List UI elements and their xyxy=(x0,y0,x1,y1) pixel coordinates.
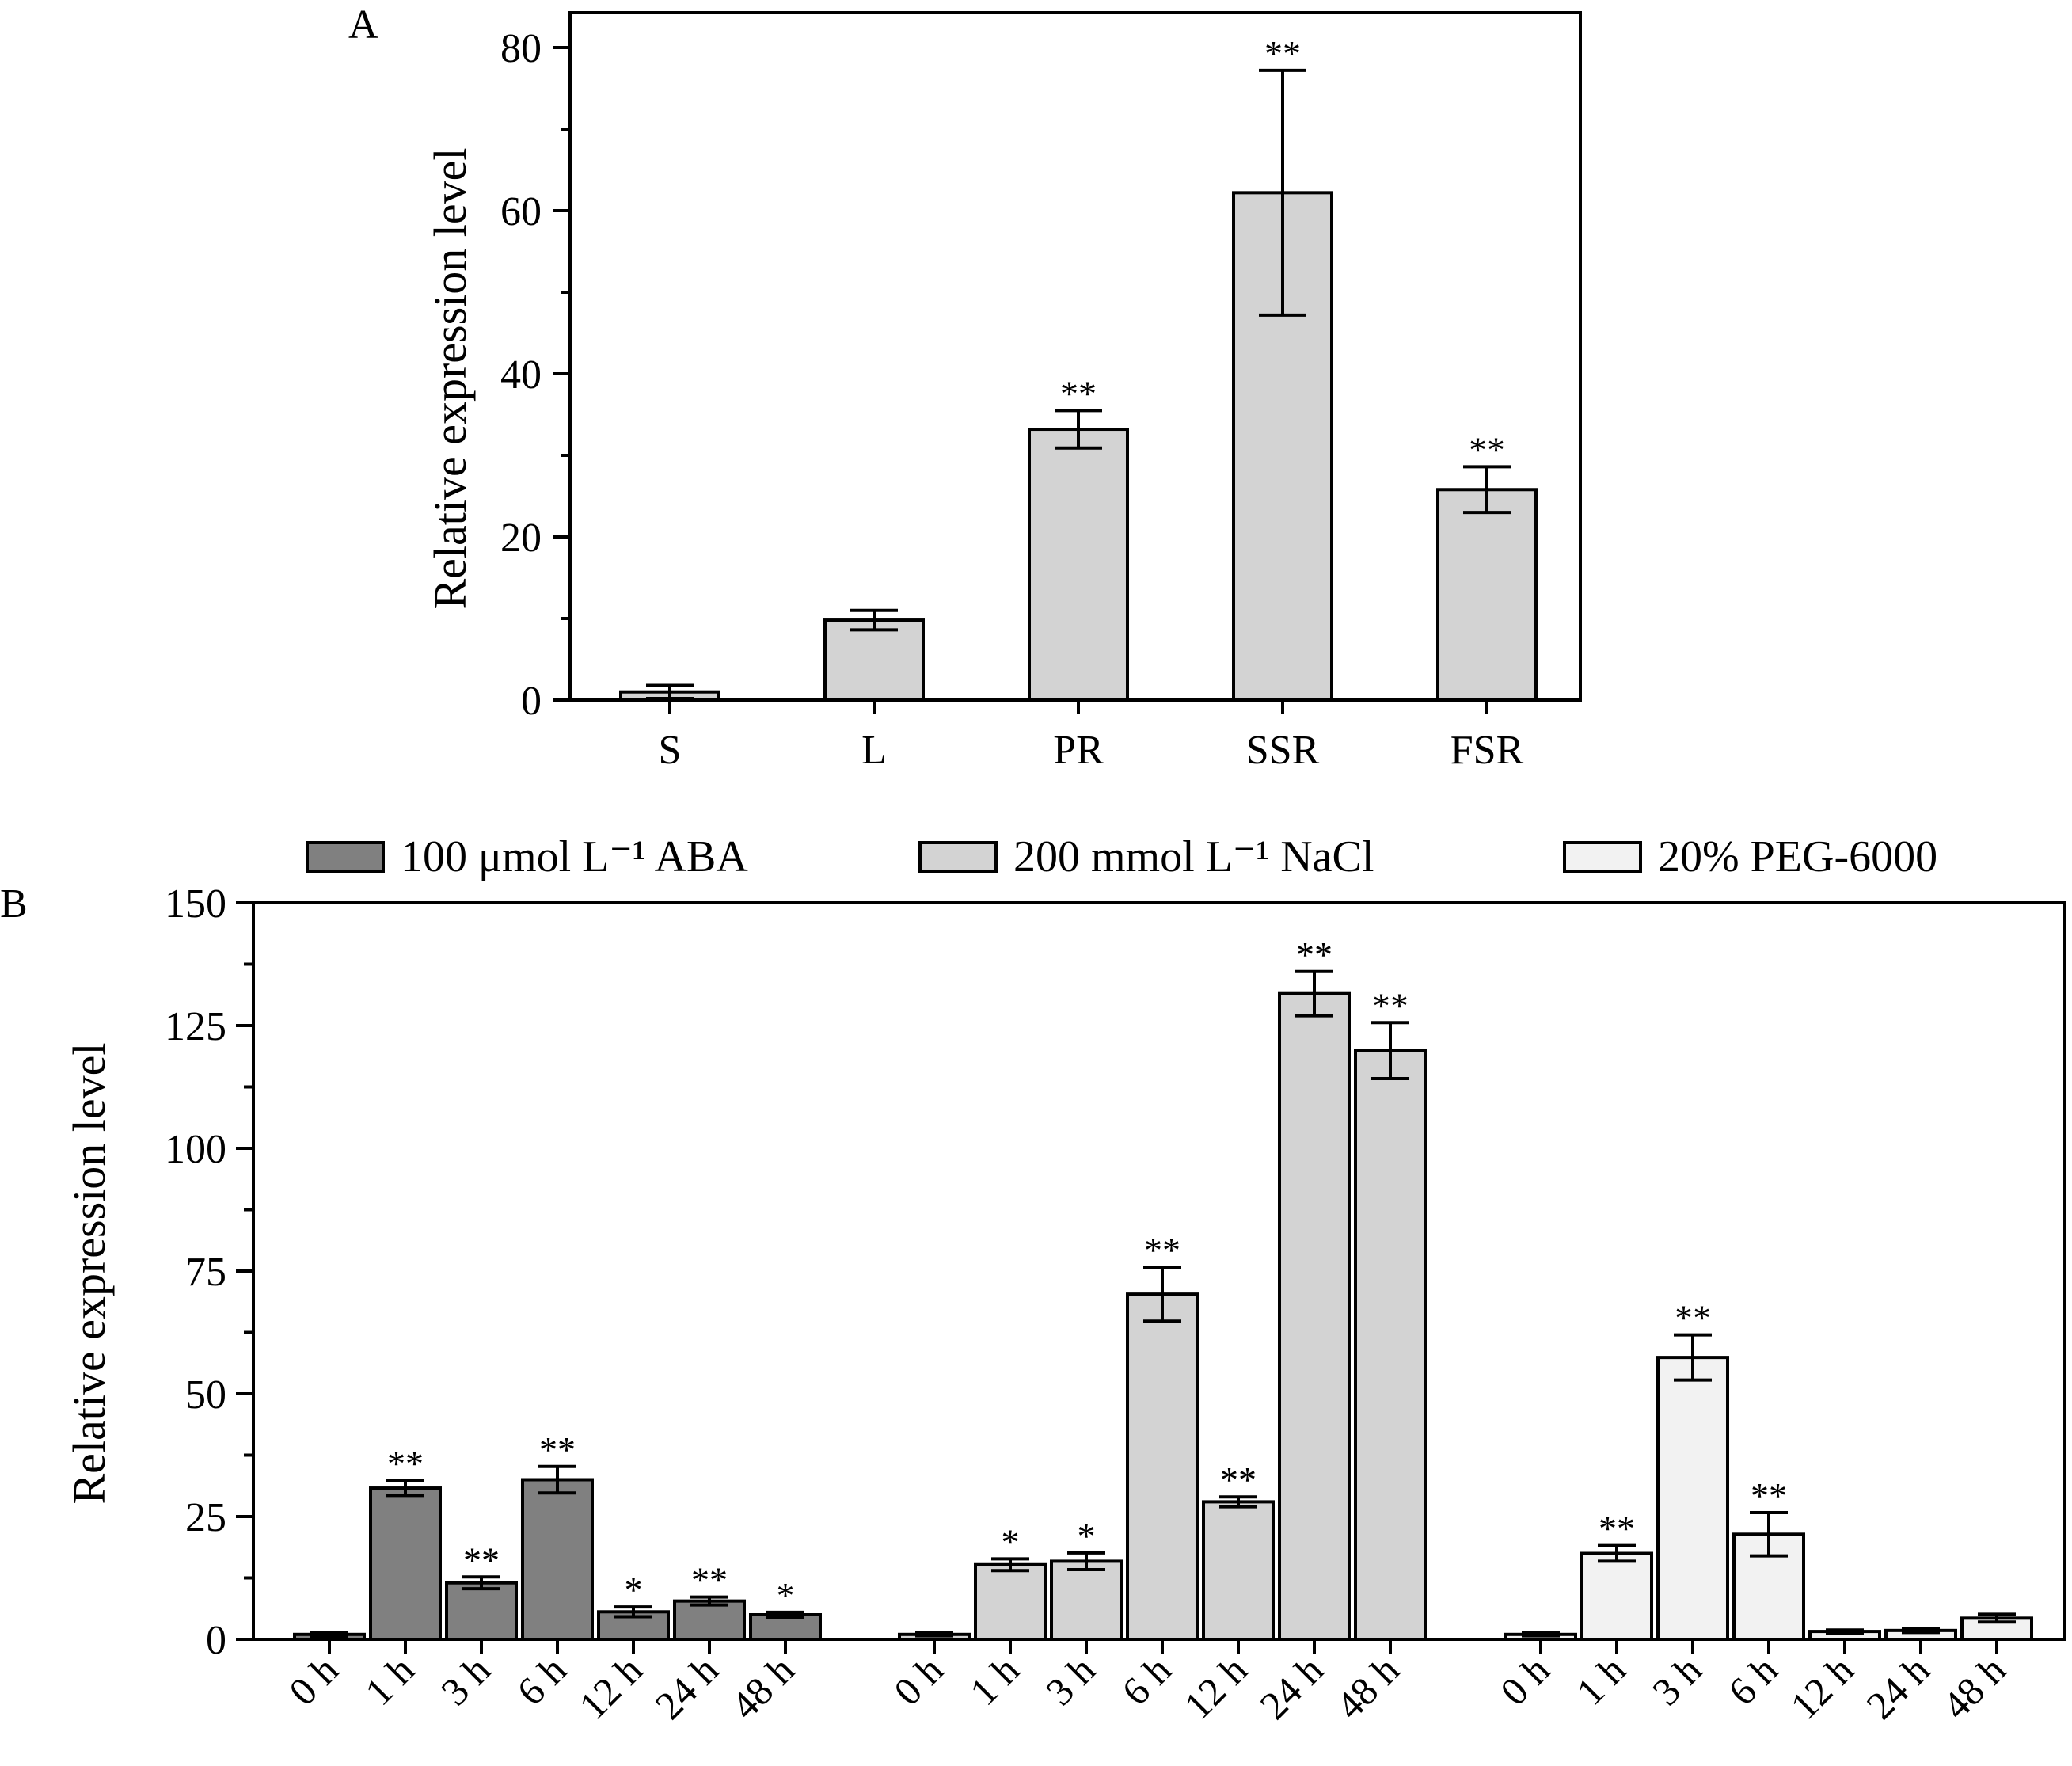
panel-b-x-tick-label: 48 h xyxy=(1933,1647,2013,1727)
panel-b-significance-label: ** xyxy=(1751,1475,1787,1516)
panel-a-y-tick-label: 40 xyxy=(500,352,542,398)
panel-a-x-axis: S L PR SSR FSR xyxy=(659,700,1524,773)
panel-b-significance-label: ** xyxy=(1675,1298,1711,1338)
panel-b-x-tick-label: 12 h xyxy=(1175,1647,1255,1727)
panel-b-bar xyxy=(673,1599,746,1642)
panel-b-significance-label: ** xyxy=(1144,1230,1180,1270)
panel-b-legend-swatch xyxy=(306,841,385,873)
panel-b-x-tick-label: 6 h xyxy=(1720,1647,1786,1714)
panel-b-legend-swatch xyxy=(1563,841,1642,873)
panel-b-significance-label: ** xyxy=(1296,934,1333,975)
panel-b-y-axis-title: Relative expression level xyxy=(63,1042,115,1504)
panel-b-y-tick-label: 125 xyxy=(165,1004,226,1049)
panel-b-bar xyxy=(1354,1049,1427,1641)
panel-b-x-tick-label: 3 h xyxy=(432,1647,499,1714)
panel-a-y-tick-label: 20 xyxy=(500,516,542,561)
panel-b-y-tick-label: 50 xyxy=(185,1372,226,1418)
panel-a-x-tick-label: L xyxy=(861,728,887,773)
panel-a-bar xyxy=(823,618,925,702)
panel-b-significance-label: * xyxy=(777,1575,795,1616)
panel-b-x-tick-label: 6 h xyxy=(508,1647,575,1714)
panel-a-label: A xyxy=(348,2,378,48)
panel-b-significance-label: ** xyxy=(1372,985,1409,1026)
panel-b-x-tick-label: 12 h xyxy=(570,1647,650,1727)
panel-b-x-tick-label: 1 h xyxy=(961,1647,1028,1714)
panel-b-x-tick-label: 0 h xyxy=(280,1647,347,1714)
panel-b-legend-label: 20% PEG-6000 xyxy=(1658,832,1937,881)
panel-b-x-tick-label: 48 h xyxy=(1327,1647,1407,1727)
panel-a-x-tick-label: FSR xyxy=(1450,728,1524,773)
panel-b-bar xyxy=(1656,1356,1729,1641)
panel-b-bar xyxy=(1202,1500,1275,1642)
panel-b-significance-label: ** xyxy=(1220,1460,1257,1500)
panel-b-x-tick-label: 3 h xyxy=(1644,1647,1710,1714)
panel-a-x-tick-label: SSR xyxy=(1246,728,1320,773)
panel-b-y-tick-label: 25 xyxy=(185,1495,226,1540)
panel-b-significance-label: * xyxy=(1078,1516,1096,1556)
panel-b-x-tick-label: 24 h xyxy=(1857,1647,1937,1727)
panel-b-label: B xyxy=(0,881,28,927)
panel-b-bar xyxy=(974,1562,1047,1642)
panel-a-significance-label: ** xyxy=(1060,373,1097,413)
panel-b-bar xyxy=(1278,991,1351,1641)
panel-b-x-tick-label: 1 h xyxy=(356,1647,423,1714)
panel-b-legend-swatch xyxy=(918,841,998,873)
panel-b-x-tick-label: 0 h xyxy=(1492,1647,1558,1714)
panel-b-legend-label: 100 μmol L⁻¹ ABA xyxy=(401,832,748,881)
panel-a-y-axis: 0 20 40 60 80 xyxy=(500,26,570,724)
panel-a-bars: ** ** ** xyxy=(619,33,1538,702)
panel-a-bar xyxy=(1436,488,1538,702)
panel-b-y-tick-label: 0 xyxy=(206,1618,226,1663)
panel-b-bar xyxy=(749,1613,822,1641)
panel-b-x-tick-label: 6 h xyxy=(1113,1647,1180,1714)
panel-b-bar xyxy=(1050,1559,1123,1642)
panel-a: A Relative expression level 0 20 40 60 80 S L… xyxy=(348,2,1582,773)
panel-b-significance-label: * xyxy=(1002,1521,1020,1562)
panel-b-x-tick-label: 1 h xyxy=(1568,1647,1634,1714)
panel-b-bar xyxy=(1126,1292,1199,1641)
panel-b-y-tick-label: 100 xyxy=(165,1127,226,1172)
panel-b-y-tick-label: 75 xyxy=(185,1250,226,1295)
panel-b-significance-label: ** xyxy=(539,1429,576,1470)
panel-b-significance-label: ** xyxy=(463,1540,500,1580)
panel-a-y-tick-label: 80 xyxy=(500,26,542,71)
panel-a-y-tick-label: 0 xyxy=(521,679,542,724)
panel-a-bar xyxy=(1028,428,1129,702)
panel-b-significance-label: ** xyxy=(387,1444,424,1484)
panel-b-legend: 100 μmol L⁻¹ ABA 200 mmol L⁻¹ NaCl 20% PEG… xyxy=(306,832,1937,881)
panel-b-y-axis: 0 25 50 75 100 125 150 xyxy=(165,881,253,1663)
panel-b-bar xyxy=(1580,1551,1653,1641)
panel-b-x-tick-label: 24 h xyxy=(646,1647,726,1727)
panel-a-x-tick-label: S xyxy=(659,728,682,773)
panel-a-y-axis-title: Relative expression level xyxy=(424,147,476,609)
panel-a-significance-label: ** xyxy=(1264,33,1301,74)
panel-b-bar xyxy=(521,1478,594,1641)
panel-b-x-tick-label: 12 h xyxy=(1781,1647,1861,1727)
panel-b-x-tick-label: 48 h xyxy=(722,1647,802,1727)
panel-a-x-tick-label: PR xyxy=(1053,728,1104,773)
panel-b-legend-label: 200 mmol L⁻¹ NaCl xyxy=(1013,832,1374,881)
panel-b-x-tick-label: 24 h xyxy=(1251,1647,1331,1727)
panel-b-y-tick-label: 150 xyxy=(165,881,226,927)
panel-a-significance-label: ** xyxy=(1469,429,1505,470)
panel-b-significance-label: * xyxy=(625,1570,643,1610)
panel-b-bars: ******* ** ** *************** xyxy=(293,934,2033,1642)
panel-b-significance-label: ** xyxy=(1599,1509,1635,1549)
panel-b-x-tick-label: 3 h xyxy=(1037,1647,1104,1714)
panel-b-bar xyxy=(369,1486,442,1642)
panel-b: B Relative expression level 100 μmol L⁻¹… xyxy=(0,832,2066,1728)
panel-a-y-tick-label: 60 xyxy=(500,189,542,234)
panel-b-x-tick-label: 0 h xyxy=(885,1647,952,1714)
panel-b-significance-label: ** xyxy=(691,1560,728,1600)
panel-b-bar xyxy=(445,1581,518,1641)
